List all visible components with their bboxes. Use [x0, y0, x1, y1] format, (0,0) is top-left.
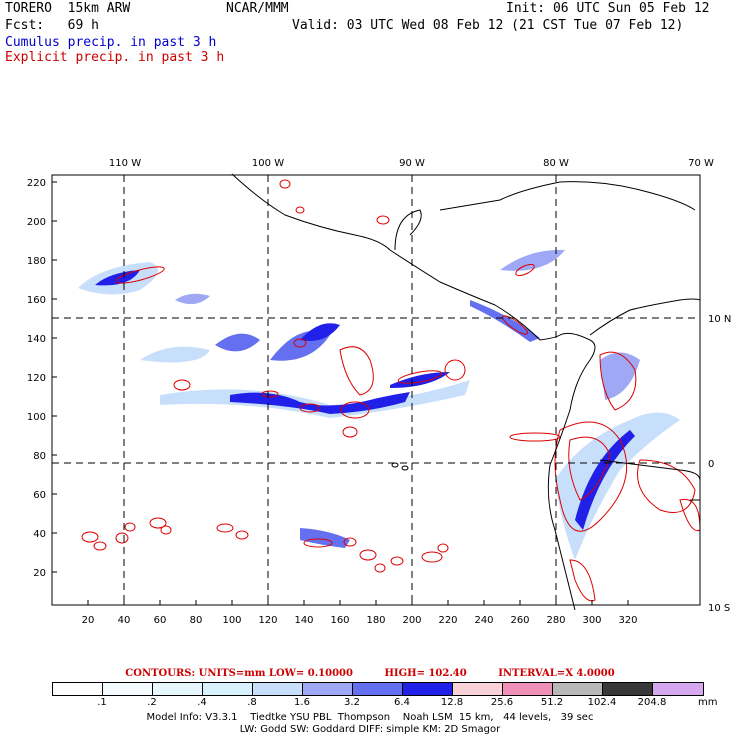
model-info-line2: LW: Godd SW: Goddard DIFF: simple KM: 2D… — [239, 724, 501, 735]
coastline — [231, 173, 701, 611]
color-bar-label: 1.6 — [294, 697, 310, 708]
y-tick-label: 100 — [27, 412, 46, 423]
y-tick-label: 20 — [33, 568, 46, 579]
color-bar-swatch — [653, 683, 703, 695]
x-tick-label: 80 — [190, 615, 203, 626]
color-bar-swatch — [603, 683, 653, 695]
contour-units: CONTOURS: UNITS=mm LOW= 0.10000 — [125, 668, 353, 679]
x-tick-label: 240 — [474, 615, 493, 626]
color-bar-swatch — [453, 683, 503, 695]
lat-label-10s: 10 S — [708, 603, 730, 614]
cumulus-precip — [78, 249, 680, 560]
x-tick-label: 200 — [402, 615, 421, 626]
precip-map: 110 W 100 W 90 W 80 W 70 W 10 N 0 10 S — [27, 158, 731, 626]
model-name: TORERO 15km ARW — [5, 1, 131, 16]
x-tick-label: 160 — [330, 615, 349, 626]
color-bar — [52, 682, 704, 696]
org-label: NCAR/MMM — [226, 1, 289, 16]
lon-label-80w: 80 W — [543, 158, 569, 169]
x-tick-label: 220 — [438, 615, 457, 626]
x-tick-label: 60 — [154, 615, 167, 626]
y-tick-label: 120 — [27, 373, 46, 384]
x-tick-label: 280 — [546, 615, 565, 626]
x-tick-label: 140 — [294, 615, 313, 626]
x-tick-label: 20 — [82, 615, 95, 626]
forecast-hour: Fcst: 69 h — [5, 18, 99, 33]
y-tick-label: 160 — [27, 295, 46, 306]
color-bar-label: .4 — [197, 697, 207, 708]
graticule — [52, 175, 700, 605]
y-tick-label: 40 — [33, 529, 46, 540]
map-frame — [51, 173, 701, 611]
color-bar-label: 12.8 — [440, 697, 464, 708]
color-bar-swatch — [153, 683, 203, 695]
lon-label-70w: 70 W — [688, 158, 714, 169]
color-bar-label: .8 — [247, 697, 257, 708]
x-tick-label: 40 — [118, 615, 131, 626]
lon-label-90w: 90 W — [399, 158, 425, 169]
lon-label-110w: 110 W — [109, 158, 141, 169]
x-tick-label: 320 — [618, 615, 637, 626]
color-bar-label: .1 — [97, 697, 107, 708]
color-bar-swatch — [553, 683, 603, 695]
color-bar-swatch — [503, 683, 553, 695]
contour-interval: INTERVAL=X 4.0000 — [498, 668, 615, 679]
y-tick-label: 200 — [27, 217, 46, 228]
legend-cumulus: Cumulus precip. in past 3 h — [5, 35, 217, 50]
lat-label-0: 0 — [708, 459, 714, 470]
contour-info: CONTOURS: UNITS=mm LOW= 0.10000 HIGH= 10… — [0, 668, 740, 679]
color-bar-label: 204.8 — [637, 697, 667, 708]
color-bar-swatch — [353, 683, 403, 695]
lat-label-10n: 10 N — [708, 314, 731, 325]
color-bar-label: 6.4 — [394, 697, 410, 708]
valid-time: Valid: 03 UTC Wed 08 Feb 12 (21 CST Tue … — [292, 18, 684, 33]
explicit-precip — [81, 179, 701, 602]
x-tick-label: 120 — [258, 615, 277, 626]
y-tick-label: 60 — [33, 490, 46, 501]
x-axis: 20 40 60 80 100 120 140 160 180 200 220 240 260 280 30… — [82, 600, 638, 626]
x-tick-label: 300 — [582, 615, 601, 626]
color-bar-label: .2 — [147, 697, 157, 708]
color-bar-swatch — [253, 683, 303, 695]
color-bar-label: 102.4 — [587, 697, 617, 708]
init-time: Init: 06 UTC Sun 05 Feb 12 — [506, 1, 710, 16]
lon-label-100w: 100 W — [252, 158, 284, 169]
y-tick-label: 140 — [27, 334, 46, 345]
x-tick-label: 180 — [366, 615, 385, 626]
color-bar-swatch — [103, 683, 153, 695]
color-bar-labels: .1 .2 .4 .8 1.6 3.2 6.4 12.8 25.6 51.2 102.4 204.8 — [52, 697, 704, 709]
x-tick-label: 100 — [222, 615, 241, 626]
color-bar-swatch — [53, 683, 103, 695]
y-axis: 220 200 180 160 140 120 100 80 60 40 20 — [27, 178, 57, 579]
legend-explicit: Explicit precip. in past 3 h — [5, 50, 225, 65]
contour-high: HIGH= 102.40 — [384, 668, 467, 679]
color-bar-swatch — [203, 683, 253, 695]
color-bar-unit: mm — [698, 697, 718, 708]
x-tick-label: 260 — [510, 615, 529, 626]
color-bar-label: 3.2 — [344, 697, 360, 708]
model-info-line1: Model Info: V3.3.1 Tiedtke YSU PBL Thomp… — [146, 712, 594, 723]
color-bar-swatch — [403, 683, 453, 695]
color-bar-label: 51.2 — [540, 697, 564, 708]
color-bar-label: 25.6 — [490, 697, 514, 708]
y-tick-label: 80 — [33, 451, 46, 462]
color-bar-swatch — [303, 683, 353, 695]
y-tick-label: 220 — [27, 178, 46, 189]
y-tick-label: 180 — [27, 256, 46, 267]
